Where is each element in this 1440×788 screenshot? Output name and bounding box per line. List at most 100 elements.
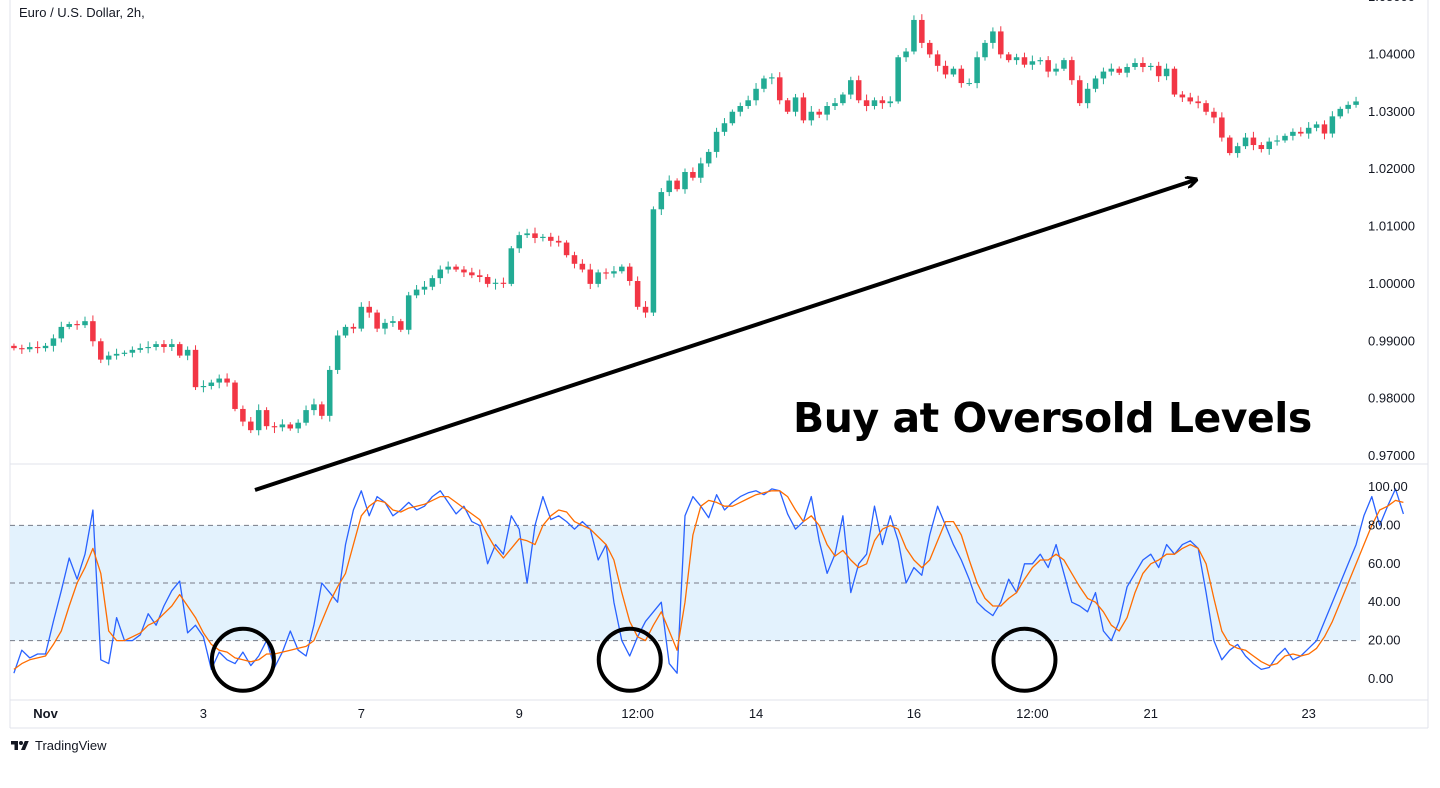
candle-body xyxy=(1329,116,1336,134)
candle xyxy=(950,66,957,77)
candle-body xyxy=(587,269,594,284)
candle-body xyxy=(98,341,104,360)
candle-body xyxy=(713,131,720,152)
price-tick-label: 0.97000 xyxy=(1368,448,1415,463)
candle xyxy=(1029,55,1036,70)
candle-body xyxy=(808,111,815,121)
price-pane: 1.05000 1.04000 1.03000 1.02000 1.01000 1.000… xyxy=(11,0,1415,463)
candle xyxy=(153,341,159,351)
candle-body xyxy=(1132,62,1138,67)
candle xyxy=(484,274,491,288)
candle xyxy=(1155,61,1162,82)
candle xyxy=(184,346,191,361)
candle-body xyxy=(1084,88,1091,104)
candle-body xyxy=(105,355,112,360)
price-tick-label: 1.02000 xyxy=(1368,161,1415,176)
candle-body xyxy=(548,236,554,241)
candle xyxy=(287,422,294,431)
candle-body xyxy=(619,266,625,272)
candle-body xyxy=(326,369,333,416)
candle-body xyxy=(571,255,578,264)
oscillator-tick-label: 100.00 xyxy=(1368,479,1408,494)
symbol-title: Euro / U.S. Dollar, 2h, xyxy=(19,5,145,20)
time-tick-label: 14 xyxy=(749,706,763,721)
candle xyxy=(926,40,933,58)
candle-body xyxy=(1250,137,1257,146)
candle xyxy=(516,231,522,253)
candle xyxy=(508,246,515,287)
brand[interactable]: TradingView xyxy=(10,738,107,753)
candle-body xyxy=(1282,135,1288,141)
candle-body xyxy=(200,386,207,388)
candle xyxy=(58,321,65,343)
candle xyxy=(532,227,538,244)
candle xyxy=(1242,132,1249,150)
candle-body xyxy=(484,276,491,284)
candle xyxy=(666,175,672,197)
candle xyxy=(82,316,88,329)
candle xyxy=(295,419,301,434)
candle xyxy=(958,65,965,88)
candle xyxy=(137,343,144,353)
time-tick-label: 3 xyxy=(200,706,207,721)
candle-body xyxy=(642,306,649,313)
candle-body xyxy=(516,235,522,249)
candle xyxy=(279,419,286,432)
oversold-marker-circle xyxy=(209,626,276,693)
candle-body xyxy=(240,408,246,422)
stochastic-pane: 100.00 80.00 60.00 40.00 20.00 0.00 xyxy=(10,479,1408,686)
candle xyxy=(1037,57,1044,65)
candle xyxy=(753,83,759,106)
candle xyxy=(50,334,57,352)
candle-body xyxy=(366,306,372,313)
candle xyxy=(800,92,807,124)
candle-body xyxy=(405,295,412,330)
candle xyxy=(1171,66,1178,97)
candle-body xyxy=(1290,131,1296,136)
time-tick-label: 21 xyxy=(1144,706,1158,721)
candle xyxy=(895,54,901,104)
candle-body xyxy=(26,346,33,350)
candle xyxy=(840,92,846,106)
candle-body xyxy=(169,344,175,347)
candle xyxy=(405,291,412,335)
candle xyxy=(255,404,262,436)
candle-body xyxy=(840,94,846,104)
candle-body xyxy=(413,289,420,296)
candle xyxy=(1211,107,1217,124)
candle xyxy=(1100,67,1107,85)
candle-body xyxy=(1353,101,1359,105)
candle xyxy=(966,78,972,86)
candle-body xyxy=(66,324,72,327)
time-tick-label: 9 xyxy=(516,706,523,721)
candle xyxy=(974,51,980,89)
tradingview-logo-icon xyxy=(11,740,29,750)
candle-body xyxy=(863,100,870,107)
candle-body xyxy=(1211,111,1217,118)
candle xyxy=(1298,127,1304,137)
candle-body xyxy=(1021,57,1028,65)
oscillator-tick-label: 20.00 xyxy=(1368,633,1401,648)
candle-body xyxy=(390,321,396,323)
candle-body xyxy=(745,100,751,107)
price-axis: 1.05000 1.04000 1.03000 1.02000 1.01000 1.000… xyxy=(1368,0,1415,463)
candle xyxy=(1219,112,1225,142)
candle-body xyxy=(382,322,388,329)
candle xyxy=(1345,101,1351,114)
candle xyxy=(1234,142,1241,158)
candle xyxy=(445,261,451,274)
candle xyxy=(911,15,917,55)
candle xyxy=(998,26,1004,59)
candle-body xyxy=(1045,60,1051,72)
candle-body xyxy=(974,57,980,84)
candle xyxy=(690,167,696,181)
oversold-marker-circle xyxy=(596,626,663,693)
candle xyxy=(1329,111,1336,138)
candle-body xyxy=(1305,127,1312,134)
oversold-marker-circle xyxy=(991,626,1058,693)
candle-body xyxy=(82,321,88,326)
candle-body xyxy=(634,281,641,307)
candle xyxy=(1163,63,1170,81)
candle xyxy=(200,380,207,393)
candle-body xyxy=(1124,66,1130,73)
